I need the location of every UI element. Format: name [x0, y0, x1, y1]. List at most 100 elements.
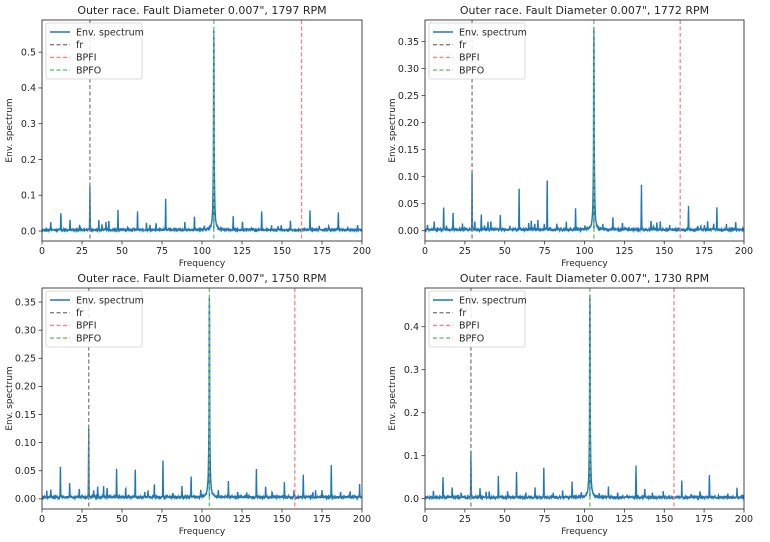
x-tick-label: 0 [422, 246, 428, 257]
x-tick-label: 50 [499, 514, 511, 525]
y-tick-label: 0.1 [404, 451, 419, 462]
legend-entry-bpfo-label: BPFO [459, 65, 484, 76]
legend-box [428, 22, 526, 80]
y-tick-label: 0.10 [15, 438, 36, 449]
y-tick-label: 0.2 [404, 408, 419, 419]
y-tick-label: 0.5 [21, 47, 36, 58]
x-tick-label: 200 [735, 246, 753, 257]
x-tick-label: 75 [539, 246, 551, 257]
x-tick-label: 25 [76, 246, 88, 257]
x-axis-label: Frequency [561, 527, 608, 537]
y-tick-label: 0.0 [404, 494, 419, 505]
y-tick-label: 0.30 [15, 325, 36, 336]
legend-entry-bpfi-label: BPFI [76, 321, 97, 332]
y-tick-label: 0.4 [21, 83, 36, 94]
chart-title: Outer race. Fault Diameter 0.007", 1730 … [460, 272, 709, 285]
x-tick-label: 150 [655, 246, 673, 257]
x-axis-label: Frequency [179, 527, 226, 537]
x-tick-label: 200 [353, 246, 371, 257]
y-tick-label: 0.35 [398, 37, 419, 48]
y-tick-label: 0.4 [404, 322, 419, 333]
chart-title: Outer race. Fault Diameter 0.007", 1750 … [77, 272, 326, 285]
legend-entry-fr-label: fr [76, 40, 83, 51]
x-tick-label: 0 [422, 514, 428, 525]
x-tick-label: 100 [575, 246, 593, 257]
legend-entry-env-spectrum-label: Env. spectrum [459, 295, 527, 306]
y-tick-label: 0.05 [15, 466, 36, 477]
y-tick-label: 0.25 [15, 354, 36, 365]
legend-entry-bpfi-label: BPFI [459, 53, 480, 64]
x-tick-label: 175 [313, 514, 331, 525]
x-axis-label: Frequency [561, 259, 608, 269]
y-axis-label: Env. spectrum [388, 98, 398, 162]
x-tick-label: 50 [499, 246, 511, 257]
y-tick-label: 0.30 [398, 64, 419, 75]
y-tick-label: 0.15 [15, 410, 36, 421]
subplot-1730-rpm: Outer race. Fault Diameter 0.007", 1730 … [388, 272, 753, 537]
chart-title: Outer race. Fault Diameter 0.007", 1772 … [460, 4, 709, 17]
x-tick-label: 75 [539, 514, 551, 525]
y-tick-label: 0.2 [21, 155, 36, 166]
legend-entry-bpfo-label: BPFO [76, 333, 101, 344]
y-tick-label: 0.1 [21, 191, 36, 202]
env-spectrum-line [42, 30, 362, 234]
subplot-1772-rpm: Outer race. Fault Diameter 0.007", 1772 … [388, 4, 753, 269]
y-tick-label: 0.25 [398, 91, 419, 102]
x-tick-label: 150 [655, 514, 673, 525]
legend-entry-bpfi-label: BPFI [459, 321, 480, 332]
x-tick-label: 75 [156, 514, 168, 525]
x-tick-label: 125 [233, 514, 251, 525]
x-tick-label: 125 [233, 246, 251, 257]
x-tick-label: 200 [735, 514, 753, 525]
legend-entry-bpfo-label: BPFO [459, 333, 484, 344]
x-axis-label: Frequency [179, 259, 226, 269]
y-axis-label: Env. spectrum [388, 366, 398, 430]
y-tick-label: 0.00 [15, 494, 36, 505]
legend-entry-fr-label: fr [459, 308, 466, 319]
legend-entry-env-spectrum-label: Env. spectrum [76, 295, 144, 306]
x-tick-label: 175 [695, 246, 713, 257]
x-tick-label: 75 [156, 246, 168, 257]
legend-entry-fr-label: fr [459, 40, 466, 51]
x-tick-label: 175 [313, 246, 331, 257]
env-spectrum-line [425, 27, 744, 234]
y-tick-label: 0.3 [21, 119, 36, 130]
y-tick-label: 0.05 [398, 199, 419, 210]
subplot-1797-rpm: Outer race. Fault Diameter 0.007", 1797 … [5, 4, 371, 269]
x-tick-label: 0 [39, 246, 45, 257]
legend-entry-bpfo-label: BPFO [76, 65, 101, 76]
y-tick-label: 0.3 [404, 365, 419, 376]
x-tick-label: 100 [193, 246, 211, 257]
x-tick-label: 125 [615, 246, 633, 257]
legend-box [428, 290, 526, 348]
x-tick-label: 100 [575, 514, 593, 525]
y-tick-label: 0.20 [398, 118, 419, 129]
x-tick-label: 25 [459, 246, 471, 257]
y-tick-label: 0.35 [15, 297, 36, 308]
x-tick-label: 150 [273, 246, 291, 257]
x-tick-label: 50 [116, 246, 128, 257]
legend-entry-bpfi-label: BPFI [76, 53, 97, 64]
x-tick-label: 25 [76, 514, 88, 525]
subplot-1750-rpm: Outer race. Fault Diameter 0.007", 1750 … [5, 272, 371, 537]
chart-title: Outer race. Fault Diameter 0.007", 1797 … [77, 4, 326, 17]
x-tick-label: 25 [459, 514, 471, 525]
x-tick-label: 0 [39, 514, 45, 525]
y-tick-label: 0.0 [21, 226, 36, 237]
y-tick-label: 0.10 [398, 172, 419, 183]
y-axis-label: Env. spectrum [5, 98, 15, 162]
y-tick-label: 0.00 [398, 226, 419, 237]
x-tick-label: 50 [116, 514, 128, 525]
env-spectrum-line [42, 297, 362, 501]
x-tick-label: 175 [695, 514, 713, 525]
x-tick-label: 200 [353, 514, 371, 525]
y-tick-label: 0.15 [398, 145, 419, 156]
x-tick-label: 150 [273, 514, 291, 525]
y-axis-label: Env. spectrum [5, 366, 15, 430]
legend-entry-env-spectrum-label: Env. spectrum [76, 27, 144, 38]
